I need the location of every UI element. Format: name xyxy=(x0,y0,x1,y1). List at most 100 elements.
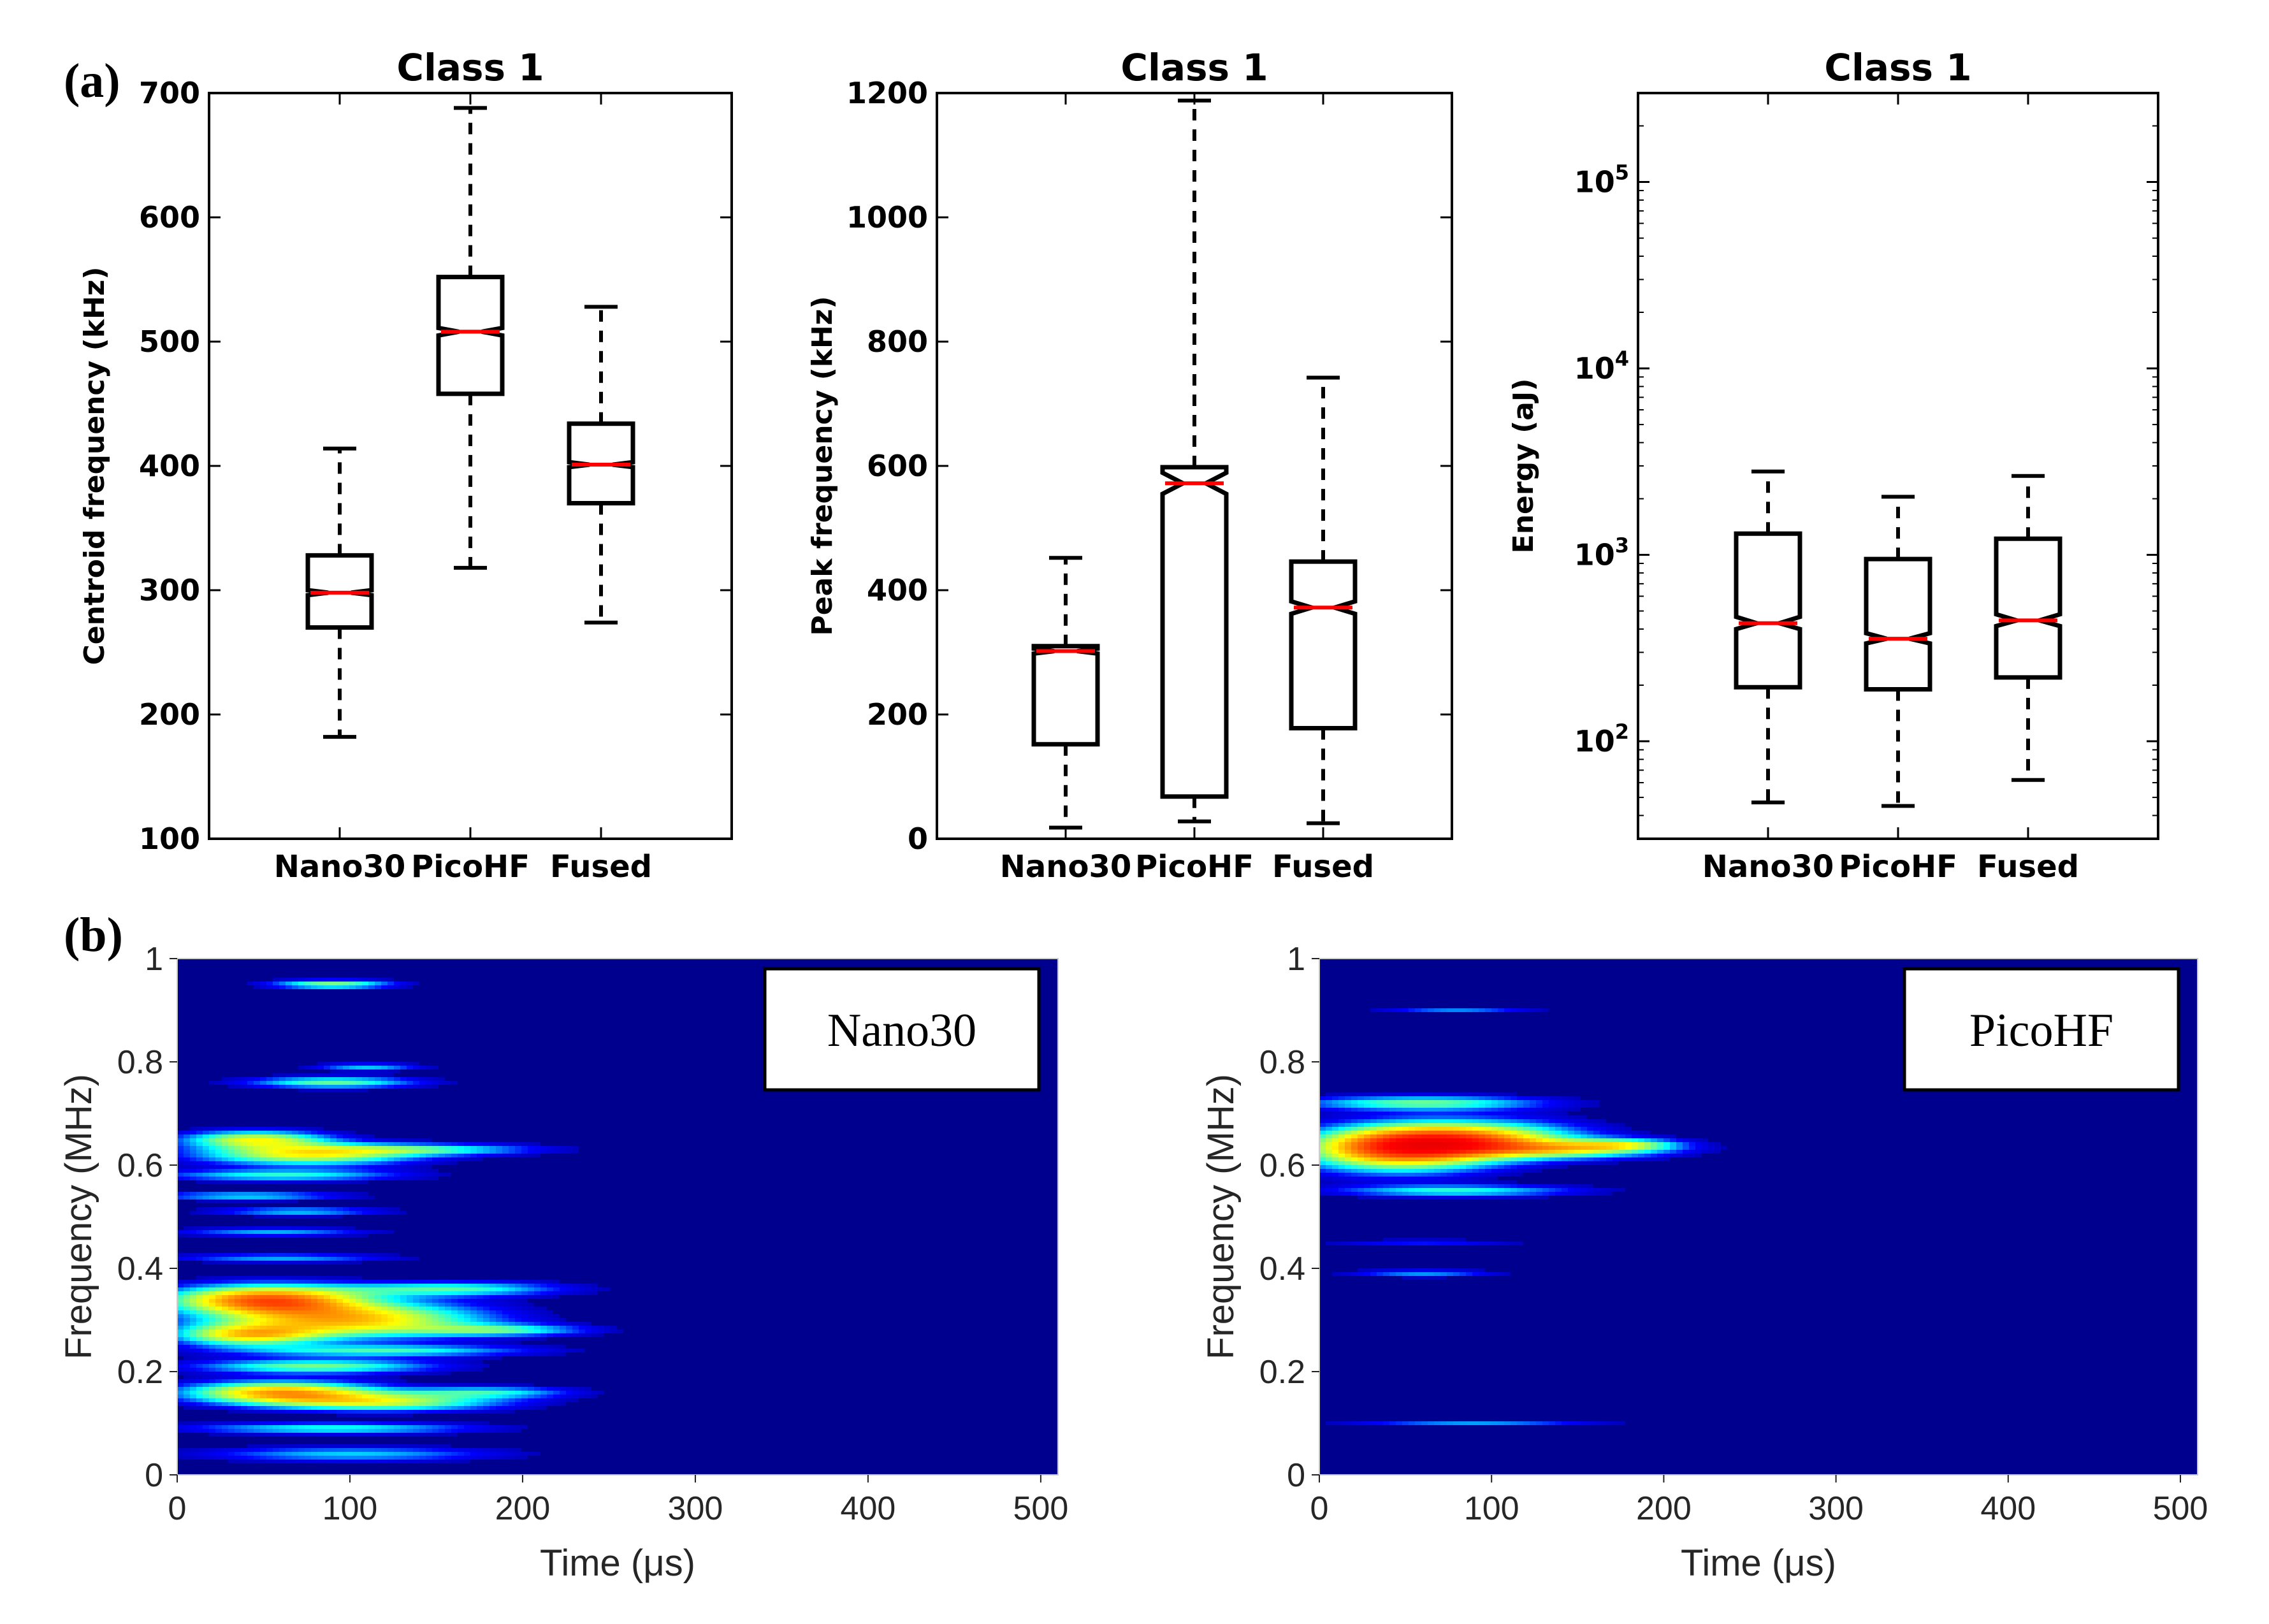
spectrogram-cell xyxy=(330,1341,337,1345)
spectrogram-cell xyxy=(298,1421,305,1425)
spectrogram-cell xyxy=(381,1161,388,1165)
spectrogram-cell xyxy=(419,1452,426,1456)
spectrogram-cell xyxy=(209,1284,215,1287)
spectrogram-cell xyxy=(515,1391,521,1395)
spectrogram-cell xyxy=(209,1165,215,1169)
spectrogram-cell xyxy=(515,1310,521,1314)
spectrogram-cell xyxy=(464,1330,470,1333)
spectrogram-cell xyxy=(222,1157,228,1161)
spectrogram-cell xyxy=(394,1157,400,1161)
spectrogram-cell xyxy=(215,1284,222,1287)
spectrogram-cell xyxy=(279,1425,286,1429)
spectrogram-cell xyxy=(1460,1135,1466,1138)
spectrogram-cell xyxy=(579,1395,585,1398)
spectrogram-cell xyxy=(413,1406,419,1410)
spectrogram-cell xyxy=(330,1081,337,1085)
spectrogram-cell xyxy=(1377,1100,1383,1104)
spectrogram-cell xyxy=(1523,1115,1530,1119)
spectrogram-cell xyxy=(349,1131,356,1135)
spectrogram-cell xyxy=(330,1173,337,1177)
spectrogram-cell xyxy=(356,1379,362,1383)
spectrogram-cell xyxy=(273,1154,279,1157)
spectrogram-cell xyxy=(413,1307,419,1310)
spectrogram-cell xyxy=(464,1307,470,1310)
spectrogram-cell xyxy=(235,1341,241,1345)
spectrogram-cell xyxy=(330,1333,337,1337)
spectrogram-cell xyxy=(534,1352,540,1356)
spectrogram-cell xyxy=(177,1333,184,1337)
spectrogram-cell xyxy=(470,1314,477,1318)
spectrogram-cell xyxy=(381,1391,388,1395)
spectrogram-cell xyxy=(305,1410,311,1414)
spectrogram-cell xyxy=(311,1165,317,1169)
spectrogram-cell xyxy=(266,1448,273,1452)
spectrogram-cell xyxy=(528,1452,534,1456)
spectrogram-cell xyxy=(451,1291,458,1295)
spectrogram-cell xyxy=(273,1146,279,1150)
spectrogram-cell xyxy=(349,1169,356,1173)
spectrogram-cell xyxy=(477,1310,483,1314)
spectrogram-cell xyxy=(528,1284,534,1287)
spectrogram-cell xyxy=(343,1066,349,1069)
spectrogram-cell xyxy=(184,1196,190,1200)
spectrogram-cell xyxy=(528,1395,534,1398)
spectrogram-cell xyxy=(1657,1150,1664,1154)
spectrogram-cell xyxy=(400,1444,407,1448)
spectrogram-cell xyxy=(1657,1157,1664,1161)
spectrogram-cell xyxy=(1428,1127,1434,1131)
spectrogram-cell xyxy=(1714,1146,1721,1150)
spectrogram-cell xyxy=(235,1364,241,1368)
spectrogram-cell xyxy=(311,1196,317,1200)
spectrogram-cell xyxy=(190,1161,196,1165)
spectrogram-cell xyxy=(483,1341,489,1345)
spectrogram-cell xyxy=(254,1196,260,1200)
spectrogram-cell xyxy=(260,1276,266,1280)
x-tick-label: 200 xyxy=(495,1490,551,1527)
spectrogram-cell xyxy=(368,1322,375,1326)
spectrogram-cell xyxy=(1523,1008,1530,1012)
spectrogram-cell xyxy=(572,1398,579,1402)
spectrogram-cell xyxy=(470,1330,477,1333)
spectrogram-cell xyxy=(311,1383,317,1387)
spectrogram-cell xyxy=(209,1372,215,1375)
spectrogram-cell xyxy=(215,1287,222,1291)
spectrogram-cell xyxy=(286,1314,292,1318)
spectrogram-cell xyxy=(266,1333,273,1337)
spectrogram-cell xyxy=(502,1425,509,1429)
spectrogram-cell xyxy=(349,1314,356,1318)
spectrogram-cell xyxy=(209,1337,215,1341)
spectrogram-cell xyxy=(483,1291,489,1295)
spectrogram-cell xyxy=(184,1299,190,1303)
spectrogram-cell xyxy=(489,1154,496,1157)
spectrogram-cell xyxy=(247,1138,254,1142)
spectrogram-cell xyxy=(521,1326,528,1330)
spectrogram-cell xyxy=(324,1161,330,1165)
spectrogram-cell xyxy=(356,1322,362,1326)
spectrogram-cell xyxy=(1415,1100,1421,1104)
spectrogram-cell xyxy=(1383,1135,1389,1138)
spectrogram-cell xyxy=(394,1425,400,1429)
spectrogram-cell xyxy=(445,1295,451,1299)
spectrogram-cell xyxy=(241,1077,247,1081)
spectrogram-cell xyxy=(1466,1150,1472,1154)
spectrogram-cell xyxy=(356,1295,362,1299)
spectrogram-cell xyxy=(1396,1104,1402,1108)
spectrogram-cell xyxy=(184,1341,190,1345)
spectrogram-cell xyxy=(496,1345,502,1349)
spectrogram-cell xyxy=(228,1280,235,1284)
spectrogram-cell xyxy=(337,1085,343,1089)
spectrogram-cell xyxy=(407,1364,413,1368)
spectrogram-cell xyxy=(375,1253,381,1257)
spectrogram-cell xyxy=(343,1452,349,1456)
spectrogram-cell xyxy=(343,1326,349,1330)
spectrogram-cell xyxy=(324,982,330,985)
spectrogram-cell xyxy=(184,1157,190,1161)
spectrogram-cell xyxy=(1568,1115,1574,1119)
spectrogram-cell xyxy=(1326,1115,1332,1119)
spectrogram-cell xyxy=(496,1341,502,1345)
spectrogram-cell xyxy=(203,1169,209,1173)
spectrogram-cell xyxy=(368,1360,375,1364)
spectrogram-cell xyxy=(362,1429,368,1433)
spectrogram-cell xyxy=(407,1410,413,1414)
spectrogram-cell xyxy=(286,1207,292,1211)
